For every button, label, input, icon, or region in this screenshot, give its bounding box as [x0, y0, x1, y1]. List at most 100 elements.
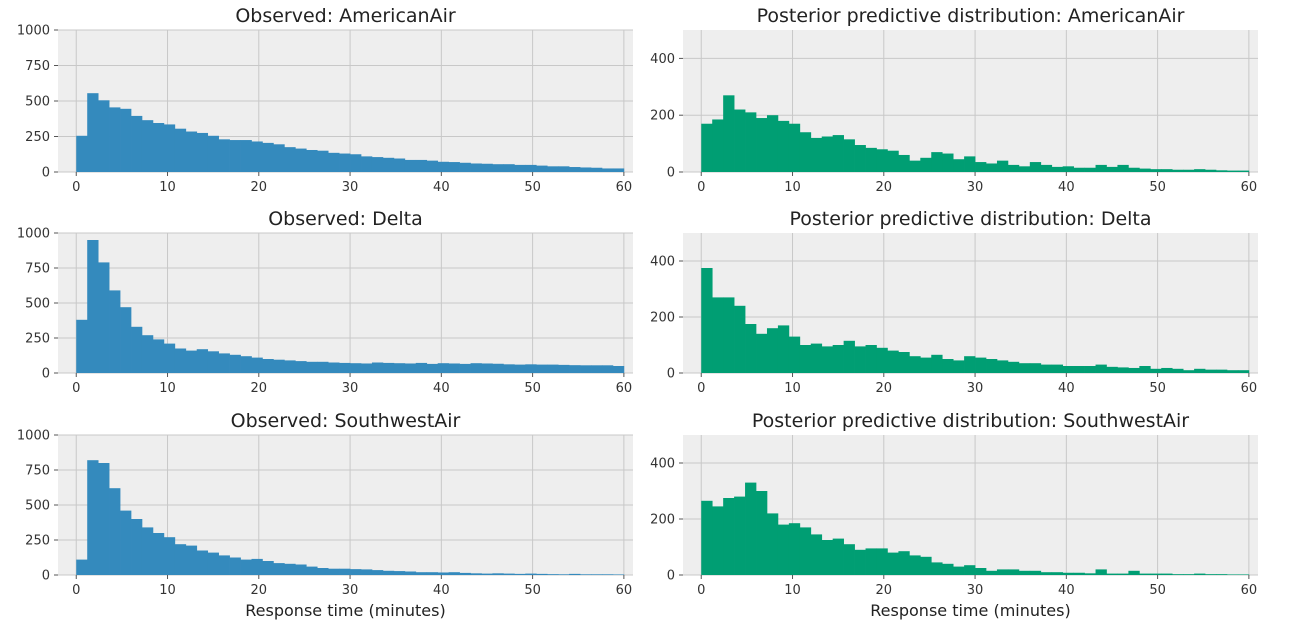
histogram-bar: [120, 108, 132, 172]
histogram-bar: [536, 165, 548, 172]
x-tick-label: 30: [967, 381, 984, 396]
histogram-bar: [569, 573, 581, 575]
histogram-bar: [339, 153, 351, 172]
histogram-bar: [1018, 363, 1031, 373]
histogram-bar: [1040, 164, 1053, 172]
histogram-bar: [229, 354, 241, 373]
histogram-bar: [1183, 370, 1195, 373]
histogram-bar: [382, 570, 395, 575]
x-tick-label: 40: [433, 180, 450, 195]
histogram-bar: [1062, 572, 1074, 575]
histogram-bar: [284, 563, 296, 575]
x-tick-label: 10: [159, 583, 176, 598]
histogram-bar: [821, 540, 834, 575]
histogram-bar: [350, 154, 362, 172]
histogram-bar: [1051, 166, 1064, 172]
x-tick-label: 40: [433, 381, 450, 396]
histogram-bar: [580, 574, 592, 575]
histogram-bar: [382, 157, 395, 172]
x-tick-label: 20: [876, 583, 893, 598]
histogram-bar: [931, 152, 943, 172]
histogram-bar: [76, 319, 88, 373]
histogram-bar: [131, 519, 143, 575]
histogram-bar: [514, 164, 526, 172]
x-tick-label: 10: [159, 381, 176, 396]
histogram-bar: [1007, 569, 1020, 575]
histogram-bar: [920, 556, 932, 575]
histogram-bar: [799, 345, 812, 373]
chart-title: Posterior predictive distribution: Delta: [789, 208, 1151, 230]
histogram-bar: [734, 109, 746, 172]
histogram-bar: [404, 571, 417, 575]
histogram-bar: [273, 359, 285, 373]
histogram-bar: [788, 123, 801, 172]
histogram-bar: [152, 123, 165, 172]
histogram-bar: [163, 537, 176, 575]
histogram-bar: [1018, 570, 1031, 575]
histogram-bar: [975, 162, 987, 172]
histogram-bar: [152, 533, 165, 575]
histogram-bar: [558, 364, 570, 373]
histogram-bar: [810, 343, 823, 373]
histogram-bar: [251, 357, 263, 373]
histogram-bar: [404, 159, 417, 172]
histogram-bar: [1029, 363, 1042, 373]
histogram-bar: [1106, 573, 1118, 575]
histogram-bar: [481, 573, 493, 575]
x-tick-label: 30: [342, 381, 359, 396]
histogram-bar: [898, 154, 910, 172]
y-tick-label: 0: [42, 569, 50, 584]
histogram-bar: [1117, 573, 1129, 575]
histogram-bar: [986, 570, 998, 575]
histogram-bar: [437, 572, 449, 575]
histogram-bar: [131, 326, 143, 373]
histogram-bar: [1073, 167, 1085, 172]
histogram-bar: [437, 363, 449, 373]
histogram-bar: [734, 496, 746, 575]
histogram-bar: [964, 565, 976, 575]
x-tick-label: 40: [433, 583, 450, 598]
histogram-bar: [1205, 169, 1217, 172]
histogram-bar: [328, 152, 340, 172]
histogram-bar: [909, 356, 921, 373]
chart-panel-3: 0 10 20 30 40 50 60 0 250 500 750 1000 Observed: Del…: [17, 208, 633, 396]
histogram-bar: [525, 573, 537, 575]
histogram-bar: [328, 568, 340, 575]
histogram-bar: [964, 156, 976, 172]
histogram-bar: [470, 163, 482, 172]
histogram-bar: [174, 544, 187, 575]
histogram-bar: [448, 572, 460, 575]
histogram-bar: [569, 167, 581, 172]
histogram-bar: [591, 574, 603, 575]
histogram-bar: [1237, 370, 1250, 373]
y-tick-label: 750: [25, 59, 50, 74]
histogram-bar: [1095, 164, 1107, 172]
histogram-bar: [207, 351, 219, 373]
histogram-bar: [547, 166, 559, 172]
histogram-bar: [295, 361, 307, 373]
histogram-bar: [898, 352, 910, 373]
histogram-bar: [558, 574, 570, 575]
histogram-bar: [601, 168, 614, 172]
histogram-bar: [975, 568, 987, 575]
histogram-bar: [174, 128, 187, 172]
histogram-bar: [328, 362, 340, 373]
histogram-bar: [273, 563, 285, 575]
histogram-bar: [1106, 366, 1118, 373]
histogram-bar: [536, 364, 548, 373]
histogram-bar: [723, 498, 735, 575]
histogram-bar: [393, 363, 406, 373]
histogram-bar: [536, 573, 548, 575]
histogram-bar: [503, 364, 515, 373]
histogram-bar: [745, 324, 757, 373]
histogram-bar: [426, 572, 439, 575]
x-axis-label: Response time (minutes): [245, 601, 445, 620]
histogram-bar: [1216, 170, 1228, 172]
histogram-bar: [843, 139, 855, 172]
x-tick-label: 50: [524, 583, 541, 598]
y-tick-label: 1000: [17, 429, 50, 444]
y-tick-label: 500: [25, 95, 50, 110]
x-tick-label: 0: [72, 381, 80, 396]
histogram-bar: [98, 262, 110, 373]
